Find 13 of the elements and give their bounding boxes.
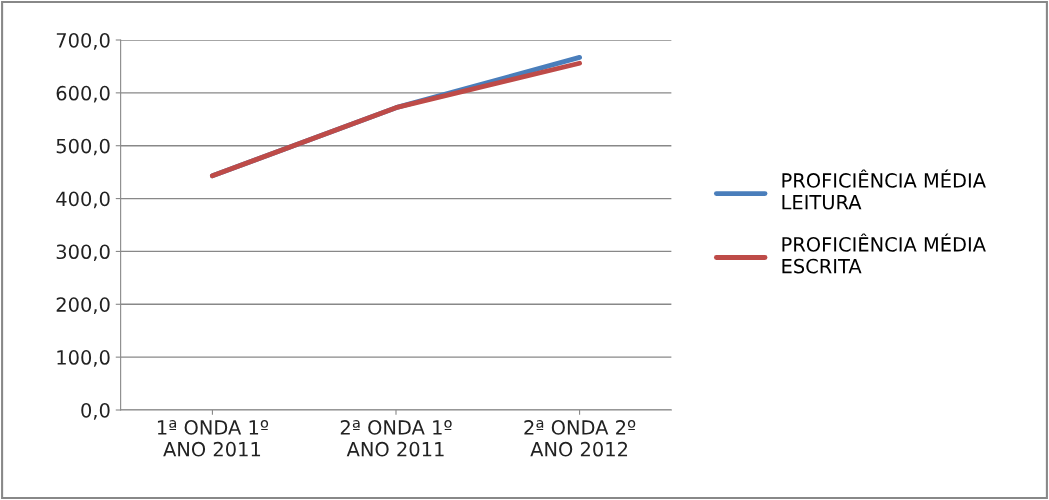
- legend-label: PROFICIÊNCIA MÉDIA LEITURA: [782, 169, 986, 210]
- y-tick-label: 400,0: [56, 191, 110, 209]
- y-tick-label: 500,0: [56, 138, 110, 156]
- y-tick-label: 300,0: [56, 244, 110, 262]
- y-tick-label: 600,0: [56, 85, 110, 103]
- y-tick-label: 0,0: [81, 402, 110, 420]
- legend-label: PROFICIÊNCIA MÉDIA ESCRITA: [782, 233, 986, 274]
- x-tick-label: 2ª ONDA 1º ANO 2011: [340, 420, 452, 457]
- x-tick-label: 1ª ONDA 1º ANO 2011: [157, 420, 269, 457]
- x-tick-label: 2ª ONDA 2º ANO 2012: [524, 420, 636, 457]
- y-tick-label: 700,0: [56, 32, 110, 50]
- y-tick-label: 100,0: [57, 350, 110, 367]
- y-tick-label: 200,0: [56, 297, 110, 314]
